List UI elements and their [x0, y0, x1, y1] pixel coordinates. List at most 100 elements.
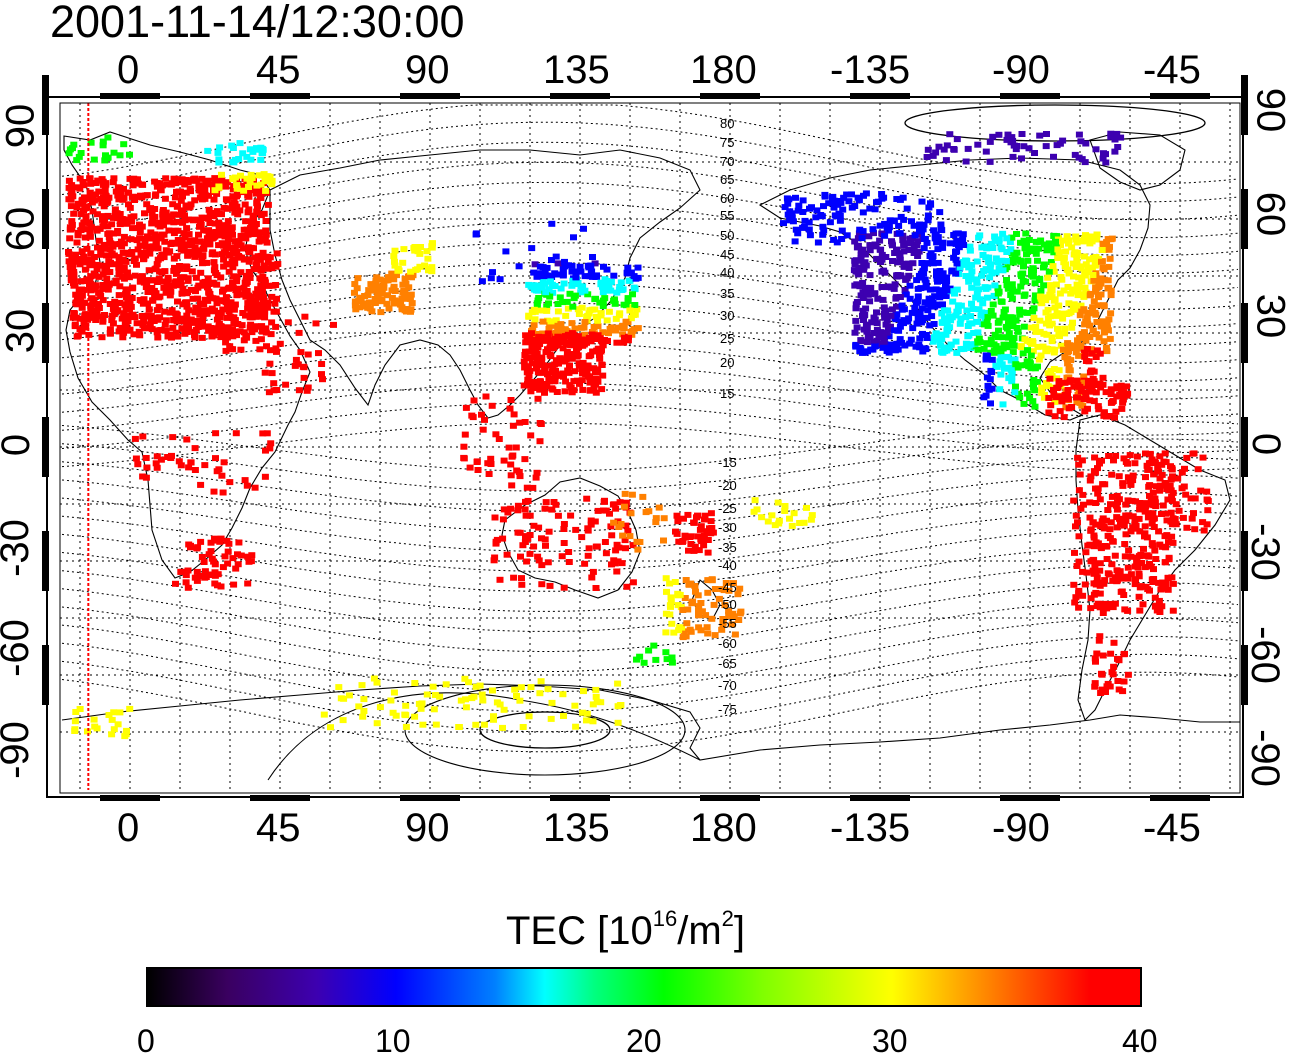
tec-point — [825, 200, 833, 207]
tec-point — [99, 318, 107, 325]
tec-point — [1065, 363, 1073, 370]
tec-point — [565, 333, 572, 339]
tec-point — [530, 306, 538, 313]
tec-point — [248, 552, 256, 559]
tec-point — [224, 302, 231, 309]
tec-point — [1043, 331, 1051, 338]
tec-point — [147, 229, 155, 236]
tec-point — [237, 242, 245, 249]
tec-point — [551, 283, 559, 289]
tec-point — [1136, 607, 1144, 614]
tec-point — [874, 295, 882, 302]
tec-point — [1158, 511, 1165, 517]
tec-point — [1072, 512, 1080, 519]
tec-point — [511, 686, 519, 693]
tec-point — [253, 198, 261, 205]
tec-point — [1104, 603, 1112, 610]
tec-point — [629, 291, 636, 298]
tec-point — [1175, 507, 1183, 514]
tec-point — [952, 338, 960, 345]
tec-point — [621, 537, 629, 544]
tec-point — [601, 295, 609, 302]
tec-point — [1181, 465, 1188, 472]
tec-point — [210, 196, 218, 203]
tec-point — [230, 244, 237, 251]
tec-point — [247, 294, 255, 300]
tec-point — [603, 317, 611, 324]
tec-point — [195, 183, 203, 190]
tec-point — [530, 321, 538, 328]
tec-point — [535, 557, 543, 564]
tec-point — [126, 175, 134, 182]
tec-point — [229, 186, 237, 193]
tec-point — [1151, 594, 1159, 601]
tec-point — [538, 562, 546, 569]
tec-point — [536, 386, 544, 393]
tec-point — [552, 342, 560, 349]
tec-point — [1094, 403, 1102, 410]
tec-point — [70, 210, 78, 217]
tec-point — [1122, 531, 1130, 538]
tec-point — [887, 312, 895, 319]
tec-point — [222, 347, 230, 354]
tec-point — [736, 585, 744, 592]
tec-point — [625, 277, 633, 284]
tec-point — [178, 568, 186, 575]
tec-point — [830, 236, 838, 243]
tec-point — [859, 209, 867, 216]
tec-point — [920, 245, 928, 252]
tec-point — [938, 310, 946, 317]
tec-point — [917, 228, 925, 235]
tec-point — [238, 322, 246, 329]
tec-point — [1122, 517, 1130, 524]
tec-point — [106, 269, 114, 275]
tec-point — [607, 324, 615, 331]
tec-point — [1107, 519, 1115, 526]
tec-point — [558, 553, 566, 560]
tec-point — [130, 193, 138, 200]
tec-point — [1112, 408, 1120, 415]
tec-point — [579, 386, 587, 393]
tec-point — [470, 397, 478, 404]
tec-point — [634, 264, 642, 271]
tec-point — [1109, 577, 1117, 584]
tec-point — [883, 348, 891, 354]
tec-point — [530, 522, 538, 529]
tec-point — [229, 333, 237, 340]
tec-point — [1051, 398, 1059, 405]
tec-point — [570, 234, 577, 241]
tec-point — [916, 221, 924, 228]
tec-point — [1040, 394, 1048, 401]
tec-point — [510, 574, 518, 581]
tec-point — [1199, 519, 1207, 526]
tec-point — [547, 353, 555, 360]
tec-point — [1077, 138, 1085, 145]
tec-point — [923, 335, 931, 341]
tec-point — [86, 175, 94, 182]
tec-point — [67, 203, 75, 210]
tec-point — [69, 314, 77, 321]
tec-point — [1017, 343, 1025, 350]
tec-point — [1092, 539, 1100, 546]
tec-point — [122, 294, 130, 301]
tec-point — [390, 276, 398, 283]
tec-point — [100, 188, 108, 195]
tec-point — [116, 152, 124, 159]
tec-point — [106, 301, 114, 307]
tec-point — [198, 554, 206, 560]
tec-point — [116, 221, 124, 228]
tec-point — [852, 317, 860, 324]
tec-point — [1011, 389, 1019, 396]
tec-point — [560, 356, 568, 363]
tec-point — [122, 291, 130, 297]
tec-point — [554, 301, 562, 307]
tec-point — [1056, 140, 1064, 147]
tec-point — [140, 256, 147, 263]
tec-point — [1100, 329, 1108, 336]
tec-point — [597, 279, 605, 286]
tec-point — [199, 215, 207, 222]
tec-point — [200, 240, 208, 247]
tec-point — [1144, 514, 1152, 521]
tec-point — [781, 204, 789, 211]
tec-point — [503, 551, 511, 558]
